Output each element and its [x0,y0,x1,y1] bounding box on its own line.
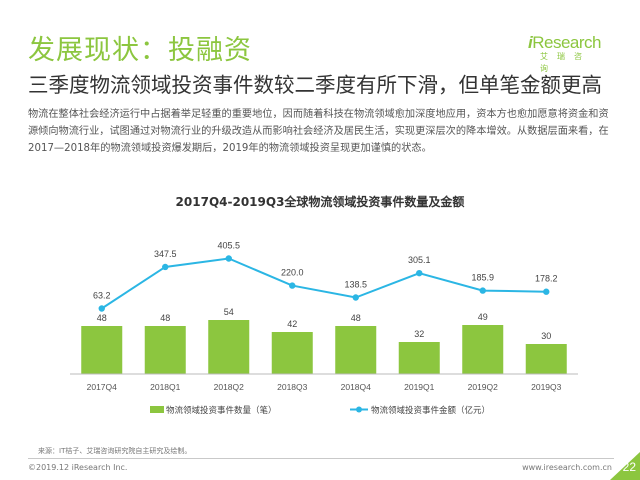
amount-label-2019Q1: 305.1 [408,255,431,265]
page-subtitle: 三季度物流领域投资事件数较二季度有所下滑，但单笔金额更高 [28,73,602,97]
bar-label-2018Q1: 48 [160,313,170,323]
bar-2018Q2 [208,320,250,374]
amount-label-2018Q4: 138.5 [344,280,367,290]
x-tick-2019Q2: 2019Q2 [468,382,499,392]
x-tick-2019Q1: 2019Q1 [404,382,435,392]
bar-label-2019Q2: 49 [478,312,488,322]
legend-line-marker [356,406,362,413]
legend-line-label: 物流领域投资事件金额（亿元） [371,405,490,415]
bar-label-2018Q4: 48 [351,313,361,323]
bar-label-2018Q3: 42 [287,319,297,329]
amount-label-2018Q3: 220.0 [281,268,304,278]
description-paragraph: 物流在整体社会经济运行中占据着举足轻重的重要地位，因而随着科技在物流领域愈加深度… [28,109,609,154]
x-tick-2018Q4: 2018Q4 [341,382,372,392]
amount-point-2019Q1 [416,269,423,277]
amount-label-2017Q4: 63.2 [93,291,111,301]
bar-label-2019Q1: 32 [414,329,424,339]
amount-point-2018Q3 [289,282,296,289]
amount-point-2019Q2 [479,287,486,294]
bar-label-2017Q4: 48 [97,313,107,323]
bar-2018Q3 [271,332,313,374]
amount-point-2018Q2 [225,255,232,262]
amount-label-2018Q1: 347.5 [154,249,177,259]
amount-line [101,257,547,310]
investment-chart: 48 2017Q4 48 2018Q1 54 2018Q2 42 2018Q3 48 2018Q4… [70,241,578,415]
page-number: 22 [610,452,640,480]
copyright-text: ©2019.12 iResearch Inc. [28,463,128,472]
x-tick-2018Q3: 2018Q3 [277,382,308,392]
amount-point-2019Q3 [543,288,550,295]
x-tick-2017Q4: 2017Q4 [87,382,118,392]
bar-label-2018Q2: 54 [224,307,234,317]
amount-label-2019Q2: 185.9 [471,273,494,283]
legend-bar-label: 物流领域投资事件数量（笔） [166,405,277,415]
iresearch-logo: iResearch 艾瑞咨询 [528,33,601,73]
bar-2019Q3 [525,344,567,374]
x-tick-2019Q3: 2019Q3 [531,382,562,392]
bar-2019Q1 [398,342,440,374]
x-tick-2018Q2: 2018Q2 [214,382,245,392]
bar-2018Q1 [144,326,186,374]
page-title: 发展现状：投融资 [28,35,252,66]
legend-bar-swatch [150,406,164,413]
amount-point-2017Q4 [98,305,105,312]
amount-label-2019Q3: 178.2 [535,274,558,284]
footer-divider [28,458,614,459]
amount-label-2018Q2: 405.5 [217,241,240,251]
bar-2019Q2 [462,325,504,374]
bar-2017Q4 [81,326,123,374]
amount-point-2018Q4 [352,294,359,301]
source-note: 来源：IT桔子、艾瑞咨询研究院自主研究及绘制。 [38,447,192,455]
x-tick-2018Q1: 2018Q1 [150,382,181,392]
chart-title: 2017Q4-2019Q3全球物流领域投资事件数量及金额 [175,195,465,209]
bar-label-2019Q3: 30 [541,331,551,341]
website-link[interactable]: www.iresearch.com.cn [522,463,612,472]
bar-2018Q4 [335,326,377,374]
amount-point-2018Q1 [162,263,169,271]
